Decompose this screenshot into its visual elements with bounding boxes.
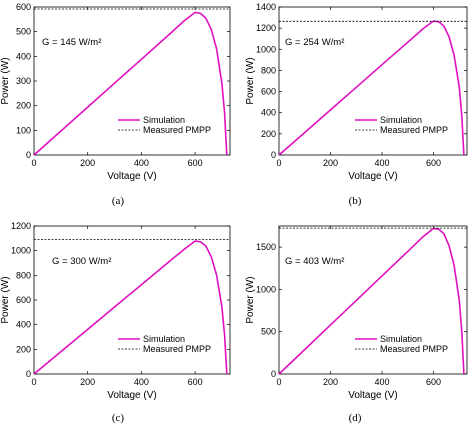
legend-label: Simulation <box>380 334 422 344</box>
y-axis-label: Power (W) <box>0 57 11 104</box>
panel-label: (d) <box>349 412 362 424</box>
y-tick-label: 1200 <box>256 23 276 33</box>
x-tick-label: 0 <box>31 377 36 387</box>
x-tick-label: 0 <box>276 158 281 168</box>
y-tick-label: 1200 <box>11 221 31 231</box>
x-tick-label: 200 <box>323 377 338 387</box>
y-tick-label: 500 <box>16 27 31 37</box>
y-tick-label: 400 <box>16 51 31 61</box>
y-tick-label: 800 <box>16 270 31 280</box>
irradiance-annotation: G = 254 W/m² <box>285 37 344 48</box>
legend-label: Measured PMPP <box>380 344 448 354</box>
panel-label: (c) <box>112 412 125 424</box>
y-tick-label: 1000 <box>11 246 31 256</box>
y-tick-label: 1400 <box>256 2 276 12</box>
y-tick-label: 600 <box>261 87 276 97</box>
x-tick-label: 400 <box>374 158 389 168</box>
x-tick-label: 0 <box>276 377 281 387</box>
y-tick-label: 400 <box>261 108 276 118</box>
y-axis-label: Power (W) <box>0 276 11 323</box>
irradiance-annotation: G = 403 W/m² <box>285 256 344 267</box>
x-axis-label: Voltage (V) <box>107 171 156 182</box>
x-tick-label: 600 <box>426 377 441 387</box>
x-tick-label: 200 <box>323 158 338 168</box>
y-tick-label: 200 <box>261 129 276 139</box>
chart-panel: 0 200 400 600 0 100 200 300 400 500 600 Voltage (V)… <box>0 2 231 207</box>
legend-label: Measured PMPP <box>380 125 448 135</box>
x-axis-label: Voltage (V) <box>348 390 397 401</box>
y-tick-label: 200 <box>16 101 31 111</box>
y-tick-label: 1000 <box>256 284 276 294</box>
y-tick-label: 400 <box>16 320 31 330</box>
y-axis-label: Power (W) <box>245 57 256 104</box>
y-tick-label: 200 <box>16 344 31 354</box>
x-tick-label: 600 <box>188 377 203 387</box>
x-tick-label: 0 <box>31 158 36 168</box>
x-tick-label: 200 <box>80 158 95 168</box>
legend-label: Simulation <box>143 115 185 125</box>
legend-label: Measured PMPP <box>143 344 211 354</box>
y-tick-label: 300 <box>16 76 31 86</box>
y-tick-label: 0 <box>26 150 31 160</box>
irradiance-annotation: G = 145 W/m² <box>42 37 101 48</box>
x-tick-label: 600 <box>188 158 203 168</box>
x-tick-label: 200 <box>80 377 95 387</box>
y-tick-label: 600 <box>16 2 31 12</box>
x-tick-label: 400 <box>374 377 389 387</box>
simulation-curve <box>33 240 228 375</box>
y-tick-label: 600 <box>16 295 31 305</box>
x-axis-label: Voltage (V) <box>107 390 156 401</box>
y-tick-label: 0 <box>271 150 276 160</box>
y-axis-label: Power (W) <box>245 276 256 323</box>
legend-label: Simulation <box>143 334 185 344</box>
panel-label: (b) <box>349 195 362 207</box>
chart-panel: 0 200 400 600 0 500 1000 1500 Voltage (V) Power (… <box>245 225 468 424</box>
panel-label: (a) <box>112 195 125 207</box>
y-tick-label: 100 <box>16 125 31 135</box>
irradiance-annotation: G = 300 W/m² <box>52 256 111 267</box>
y-tick-label: 0 <box>26 369 31 379</box>
y-tick-label: 500 <box>261 327 276 337</box>
y-tick-label: 0 <box>271 369 276 379</box>
chart-panel: 0 200 400 600 0 200 400 600 800 1000 1200 1400 Volta… <box>245 2 468 207</box>
y-tick-label: 1000 <box>256 44 276 54</box>
x-tick-label: 400 <box>134 377 149 387</box>
y-tick-label: 1500 <box>256 242 276 252</box>
legend-label: Simulation <box>380 115 422 125</box>
legend-label: Measured PMPP <box>143 125 211 135</box>
x-axis-label: Voltage (V) <box>348 171 397 182</box>
y-tick-label: 800 <box>261 65 276 75</box>
x-tick-label: 400 <box>134 158 149 168</box>
chart-panel: 0 200 400 600 0 200 400 600 800 1000 1200 Voltage (… <box>0 221 231 424</box>
simulation-curve <box>33 11 228 156</box>
x-tick-label: 600 <box>426 158 441 168</box>
